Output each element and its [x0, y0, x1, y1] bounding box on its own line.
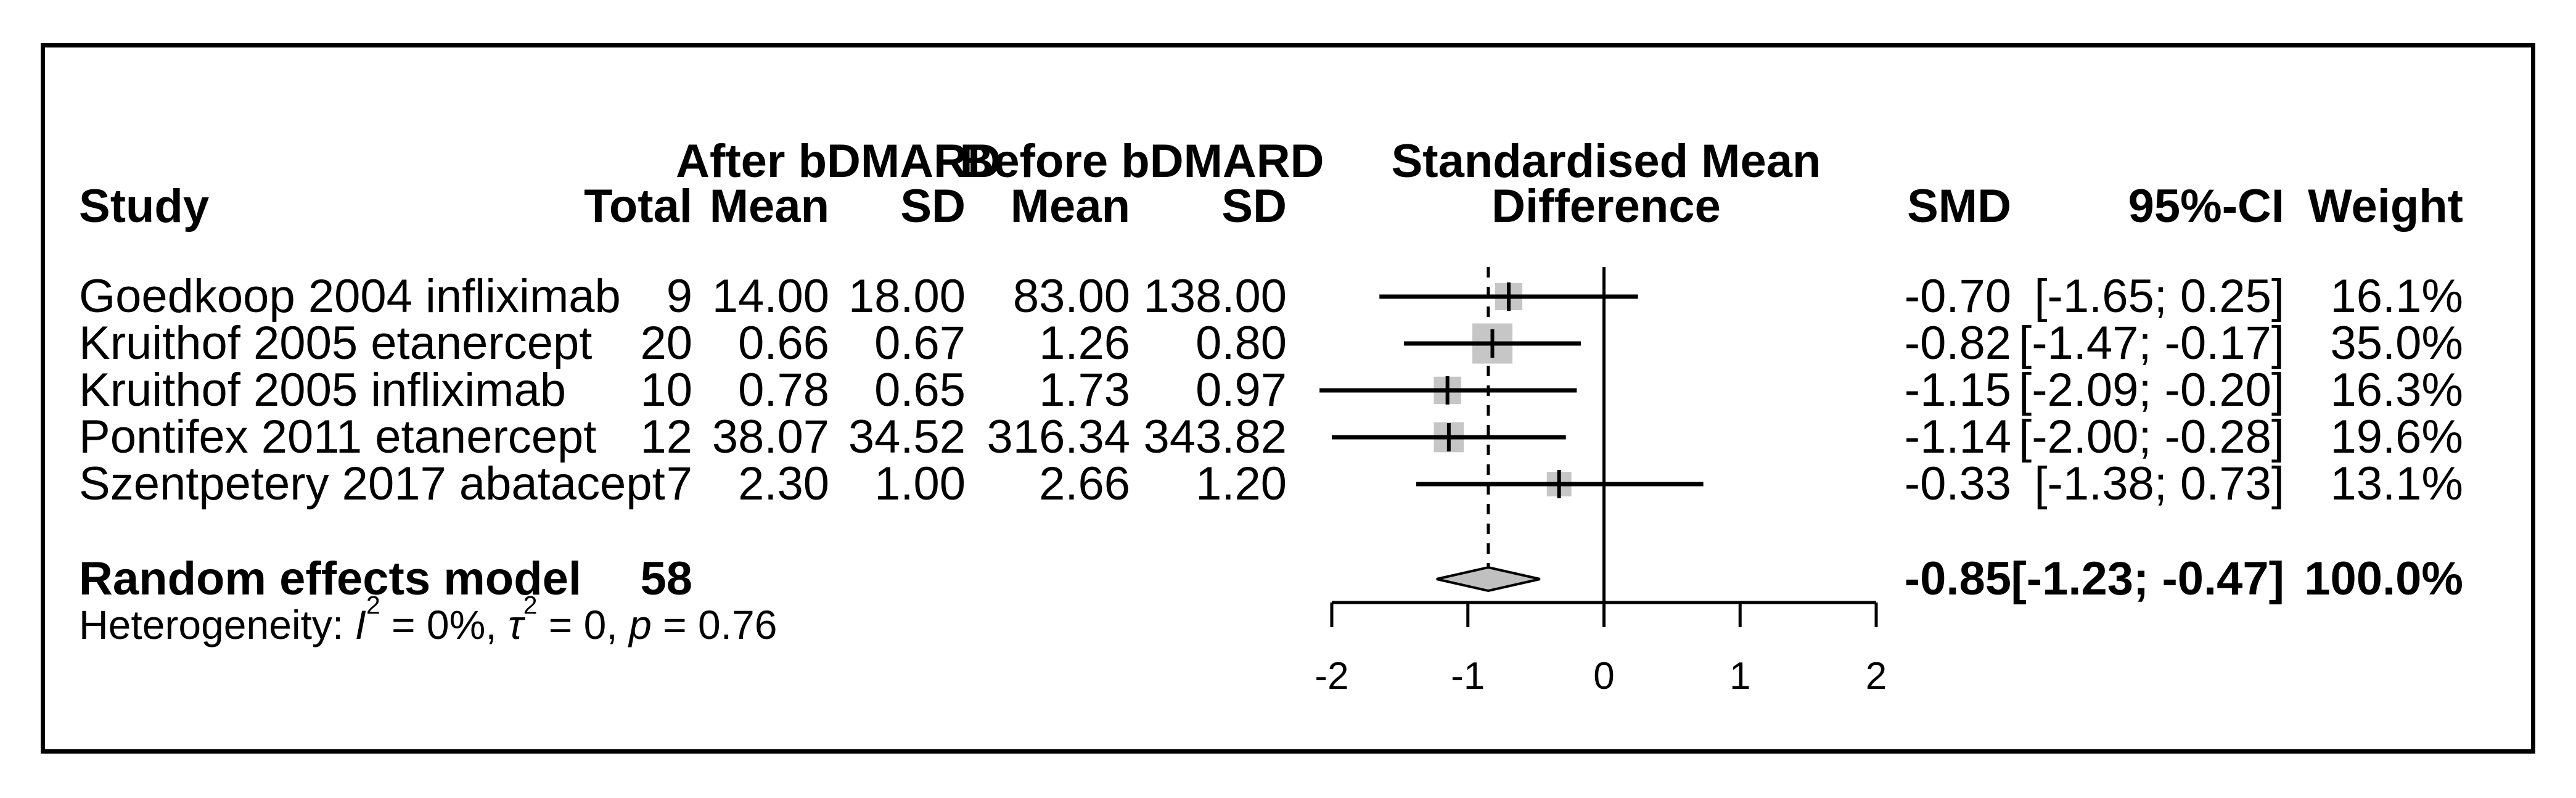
- study-sd-after: 18.00: [848, 270, 966, 323]
- study-mean-before: 1.73: [1039, 364, 1130, 416]
- x-axis-tick-label: 0: [1593, 655, 1614, 697]
- column-header-weight: Weight: [2308, 180, 2463, 232]
- study-ci: [-1.38; 0.73]: [2034, 458, 2284, 510]
- pooled-row-smd: -0.85: [1904, 553, 2011, 605]
- pooled-row-ci: [-1.23; -0.47]: [2011, 553, 2285, 605]
- study-weight: 13.1%: [2330, 458, 2464, 510]
- study-smd: -0.33: [1904, 458, 2011, 510]
- study-sd-before: 1.20: [1196, 458, 1287, 510]
- study-mean-after: 38.07: [712, 411, 829, 463]
- study-mean-after: 0.78: [738, 364, 829, 416]
- study-mean-before: 83.00: [1012, 270, 1130, 323]
- x-axis-tick-label: -1: [1451, 655, 1485, 697]
- study-total: 10: [640, 364, 692, 416]
- study-smd: -1.14: [1904, 411, 2011, 463]
- study-mean-before: 2.66: [1039, 458, 1130, 510]
- study-smd: -0.82: [1904, 317, 2011, 369]
- study-total: 9: [666, 270, 692, 323]
- study-ci: [-1.65; 0.25]: [2034, 270, 2284, 323]
- study-name: Goedkoop 2004 infliximab: [79, 270, 621, 323]
- study-total: 12: [640, 411, 692, 463]
- study-weight: 35.0%: [2330, 317, 2464, 369]
- study-mean-before: 1.26: [1039, 317, 1130, 369]
- x-axis-tick-label: -2: [1315, 655, 1348, 697]
- group-header-before-bdmard: Before bDMARD: [959, 135, 1324, 187]
- study-name: Kruithof 2005 etanercept: [79, 317, 593, 369]
- heterogeneity-stats: Heterogeneity: I2 = 0%, τ2 = 0, p = 0.76: [79, 590, 777, 648]
- study-weight: 16.1%: [2330, 270, 2464, 323]
- study-weight: 16.3%: [2330, 364, 2464, 416]
- column-header-sd-before: SD: [1221, 180, 1287, 232]
- study-ci: [-2.09; -0.20]: [2019, 364, 2284, 416]
- study-weight: 19.6%: [2330, 411, 2464, 463]
- study-mean-after: 2.30: [738, 458, 829, 510]
- study-sd-after: 34.52: [848, 411, 966, 463]
- study-ci: [-1.47; -0.17]: [2019, 317, 2284, 369]
- column-header-smd: SMD: [1907, 180, 2011, 232]
- column-header-mean-after: Mean: [709, 180, 829, 232]
- study-name: Pontifex 2011 etanercept: [79, 411, 597, 463]
- study-sd-after: 1.00: [874, 458, 966, 510]
- column-header-study: Study: [79, 180, 210, 232]
- study-sd-before: 0.97: [1196, 364, 1287, 416]
- study-smd: -1.15: [1904, 364, 2011, 416]
- study-sd-after: 0.67: [874, 317, 966, 369]
- pooled-row-total: 58: [640, 553, 692, 605]
- plot-title-line1: Standardised Mean: [1391, 135, 1821, 187]
- pooled-row-label: Random effects model: [79, 553, 582, 605]
- study-total: 7: [666, 458, 692, 510]
- pooled-row-weight: 100.0%: [2304, 553, 2463, 605]
- study-sd-before: 138.00: [1143, 270, 1287, 323]
- column-header-total: Total: [584, 180, 692, 232]
- x-axis-tick-label: 2: [1866, 655, 1887, 697]
- plot-title-line2: Difference: [1491, 180, 1721, 232]
- column-header-ci: 95%-CI: [2128, 180, 2284, 232]
- study-mean-after: 14.00: [712, 270, 829, 323]
- study-sd-before: 343.82: [1143, 411, 1287, 463]
- study-name: Szentpetery 2017 abatacept: [79, 458, 665, 510]
- study-total: 20: [640, 317, 692, 369]
- study-ci: [-2.00; -0.28]: [2019, 411, 2284, 463]
- column-header-mean-before: Mean: [1010, 180, 1130, 232]
- study-sd-before: 0.80: [1196, 317, 1287, 369]
- study-name: Kruithof 2005 infliximab: [79, 364, 566, 416]
- group-header-after-bdmard: After bDMARD: [676, 135, 1001, 187]
- x-axis-tick-label: 1: [1729, 655, 1750, 697]
- study-smd: -0.70: [1904, 270, 2011, 323]
- study-mean-before: 316.34: [987, 411, 1130, 463]
- column-header-sd-after: SD: [900, 180, 966, 232]
- figure-border: [41, 43, 2535, 754]
- study-mean-after: 0.66: [738, 317, 829, 369]
- pooled-diamond: [1436, 566, 1541, 593]
- study-sd-after: 0.65: [874, 364, 966, 416]
